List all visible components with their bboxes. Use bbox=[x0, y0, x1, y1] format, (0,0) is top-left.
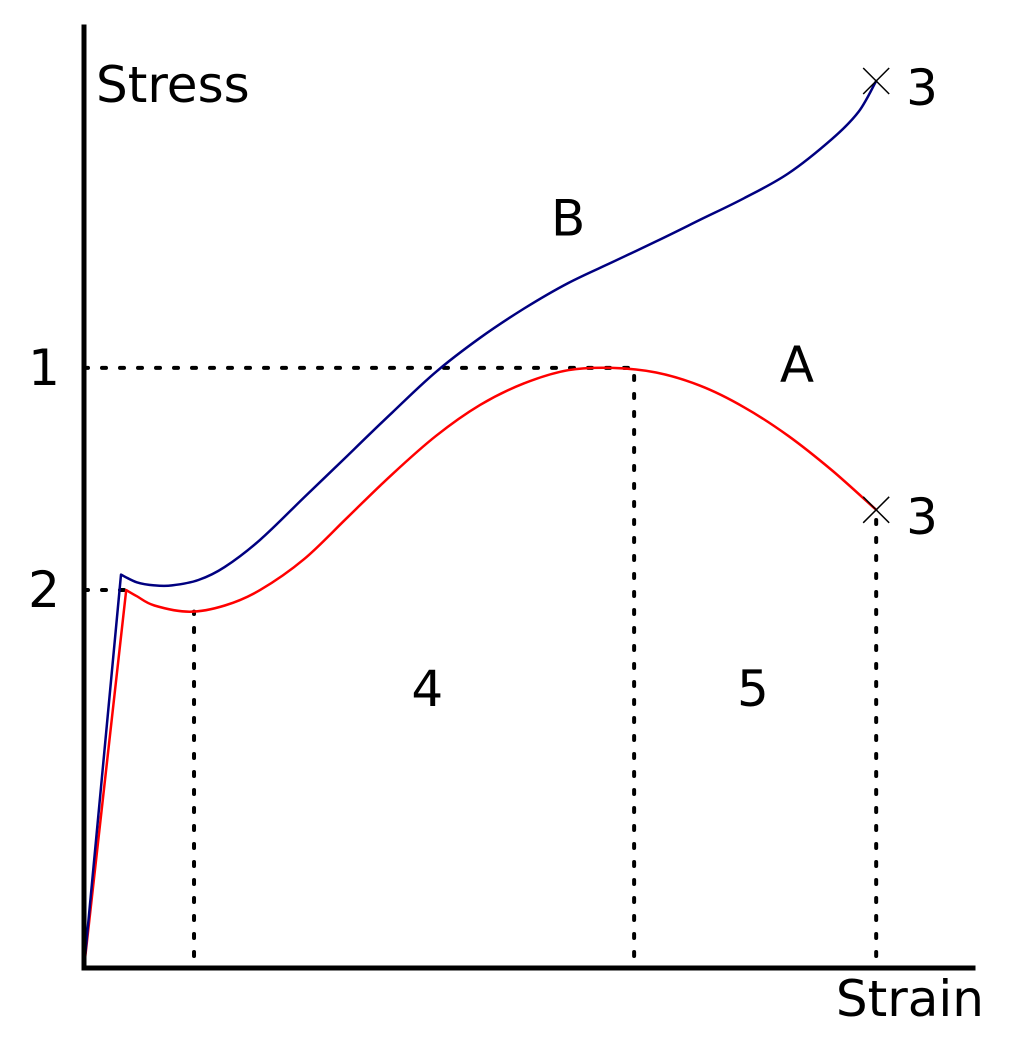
x-axis-label: Strain bbox=[836, 970, 984, 1028]
labels: Stress Strain 1 2 3 3 4 5 B A bbox=[28, 56, 984, 1028]
curve-A bbox=[82, 366, 878, 970]
series-label-B: B bbox=[551, 189, 585, 247]
y-axis-label: Stress bbox=[96, 56, 250, 114]
curves bbox=[82, 79, 878, 970]
reference-label-2: 2 bbox=[28, 561, 60, 619]
fracture-label-B: 3 bbox=[906, 59, 938, 117]
region-label-4: 4 bbox=[411, 660, 443, 718]
axes bbox=[81, 24, 976, 971]
fracture-mark-B bbox=[862, 67, 890, 95]
fracture-mark-A bbox=[862, 496, 890, 524]
series-label-A: A bbox=[780, 336, 814, 394]
curve-B bbox=[82, 79, 878, 970]
fracture-marks bbox=[862, 67, 890, 524]
region-label-5: 5 bbox=[737, 660, 769, 718]
reference-label-1: 1 bbox=[28, 339, 60, 397]
fracture-label-A: 3 bbox=[906, 488, 938, 546]
